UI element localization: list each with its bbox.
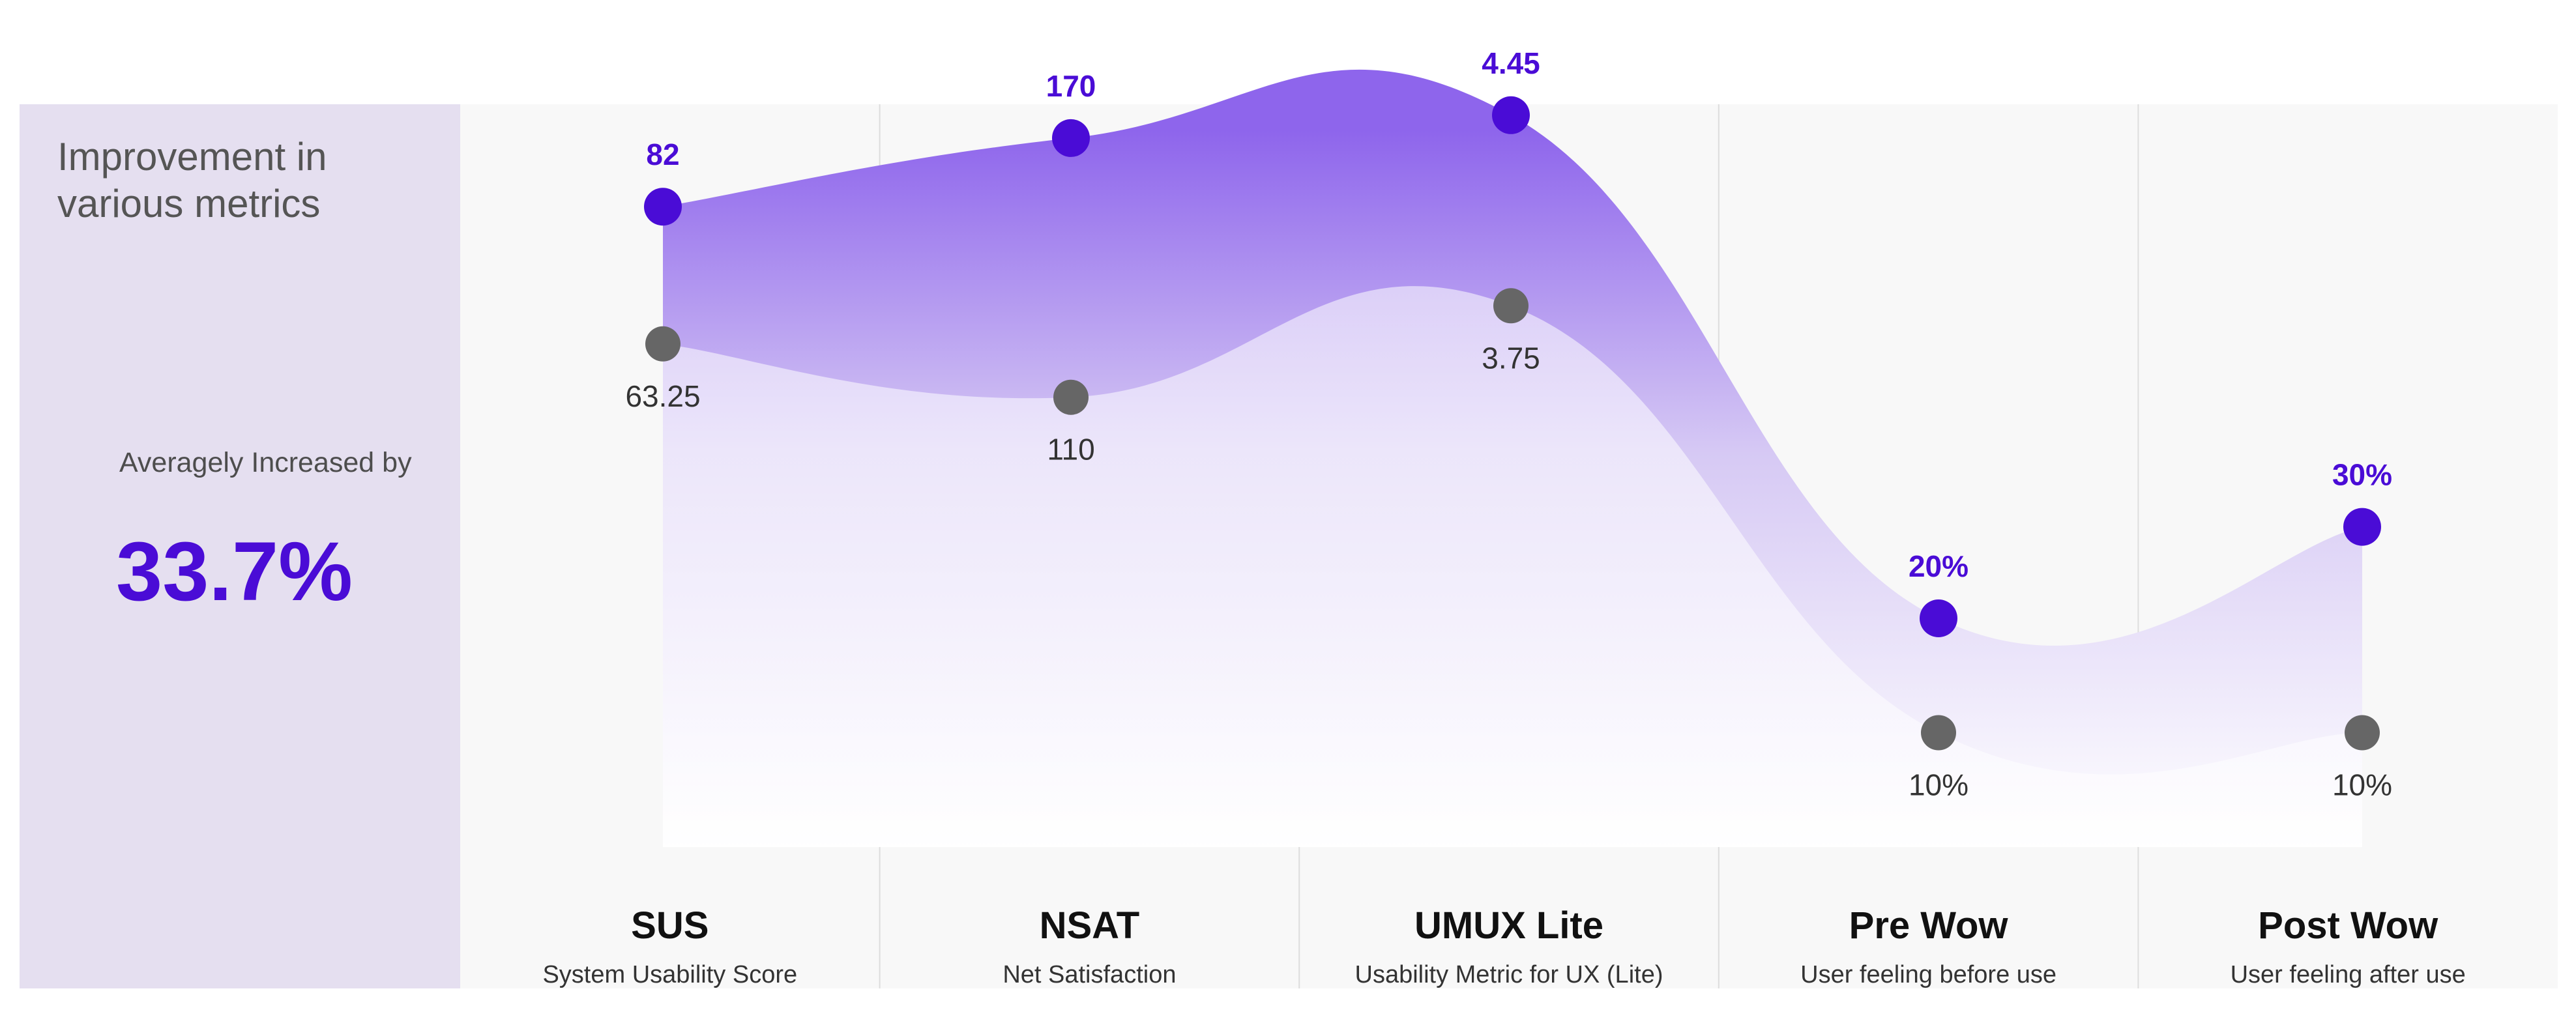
after-value-label: 4.45 bbox=[1482, 46, 1540, 80]
panel-title: Improvement in various metrics bbox=[57, 135, 327, 225]
before-point bbox=[1921, 715, 1956, 751]
after-point bbox=[2343, 508, 2381, 546]
after-point bbox=[644, 188, 682, 226]
area-fills bbox=[663, 69, 2362, 848]
category-description: User feeling before use bbox=[1800, 961, 2056, 988]
before-value-label: 63.25 bbox=[625, 379, 700, 413]
category-name: Pre Wow bbox=[1849, 904, 2009, 947]
after-value-label: 20% bbox=[1909, 549, 1969, 583]
data-labels: 63.25 110 3.75 10% 10% 82 170 4.45 20% 30% bbox=[625, 46, 2392, 802]
before-point bbox=[645, 326, 681, 362]
data-points bbox=[644, 96, 2381, 751]
category-description: Usability Metric for UX (Lite) bbox=[1355, 961, 1663, 988]
before-point bbox=[2345, 715, 2380, 751]
after-point bbox=[1492, 96, 1530, 134]
before-value-label: 110 bbox=[1047, 433, 1094, 467]
before-point bbox=[1493, 288, 1529, 324]
category-name: Post Wow bbox=[2258, 904, 2438, 947]
before-value-label: 3.75 bbox=[1482, 341, 1540, 375]
before-value-label: 10% bbox=[2332, 768, 2392, 802]
after-point bbox=[1052, 119, 1090, 157]
category-name: NSAT bbox=[1040, 904, 1140, 947]
before-series-area bbox=[663, 286, 2362, 847]
category-description: User feeling after use bbox=[2231, 961, 2466, 988]
category-name: UMUX Lite bbox=[1414, 904, 1603, 947]
category-name: SUS bbox=[631, 904, 709, 947]
category-description: Net Satisfaction bbox=[1003, 961, 1176, 988]
after-value-label: 30% bbox=[2332, 458, 2392, 492]
summary-panel bbox=[20, 104, 460, 988]
after-value-label: 82 bbox=[646, 137, 679, 171]
before-value-label: 10% bbox=[1909, 768, 1969, 802]
average-increase-value: 33.7% bbox=[116, 525, 353, 618]
after-value-label: 170 bbox=[1046, 69, 1096, 103]
before-point bbox=[1053, 379, 1089, 415]
category-axis: SUS System Usability Score NSAT Net Satisfa… bbox=[542, 904, 2465, 988]
average-increase-label: Averagely Increased by bbox=[119, 447, 412, 478]
after-point bbox=[1920, 599, 1957, 637]
category-description: System Usability Score bbox=[542, 961, 797, 988]
